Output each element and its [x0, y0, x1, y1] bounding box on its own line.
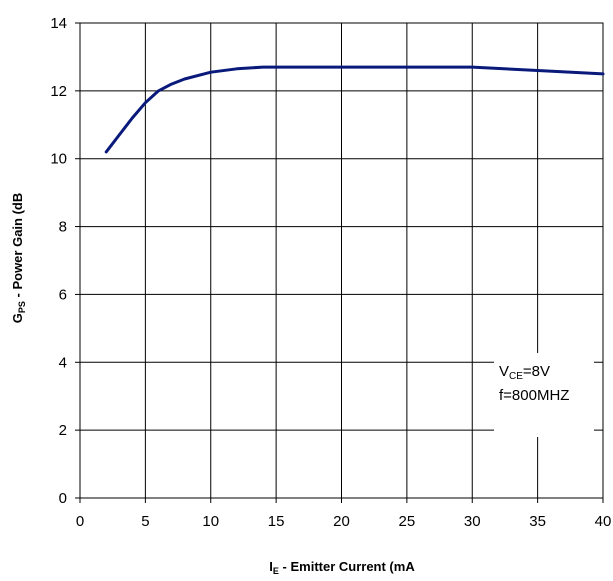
annotation-line2: f=800MHZ [499, 387, 569, 404]
y-tick-label: 4 [59, 354, 67, 371]
y-tick-label: 10 [50, 151, 67, 168]
y-tick-label: 14 [50, 15, 67, 32]
y-axis-title: GPS - Power Gain (dB [10, 193, 27, 323]
annotation-box [494, 353, 594, 437]
y-tick-labels: 0 2 4 6 8 10 12 14 [50, 15, 80, 507]
x-tick-label: 15 [268, 513, 285, 530]
x-tick-label: 10 [202, 513, 219, 530]
x-tick-label: 40 [595, 513, 612, 530]
y-tick-label: 2 [59, 422, 67, 439]
x-tick-label: 5 [141, 513, 149, 530]
x-axis-title: IE - Emitter Current (mA [269, 559, 415, 576]
y-tick-label: 12 [50, 83, 67, 100]
y-tick-label: 6 [59, 286, 67, 303]
x-tick-label: 20 [333, 513, 350, 530]
x-tick-labels: 0 5 10 15 20 25 30 35 40 [76, 498, 612, 530]
x-tick-label: 0 [76, 513, 84, 530]
y-tick-label: 0 [59, 490, 67, 507]
x-tick-label: 35 [529, 513, 546, 530]
x-tick-label: 25 [399, 513, 416, 530]
x-tick-label: 30 [464, 513, 481, 530]
annotation-line1: VCE=8V [499, 363, 550, 382]
series-line [104, 65, 605, 154]
y-tick-label: 8 [59, 219, 67, 236]
